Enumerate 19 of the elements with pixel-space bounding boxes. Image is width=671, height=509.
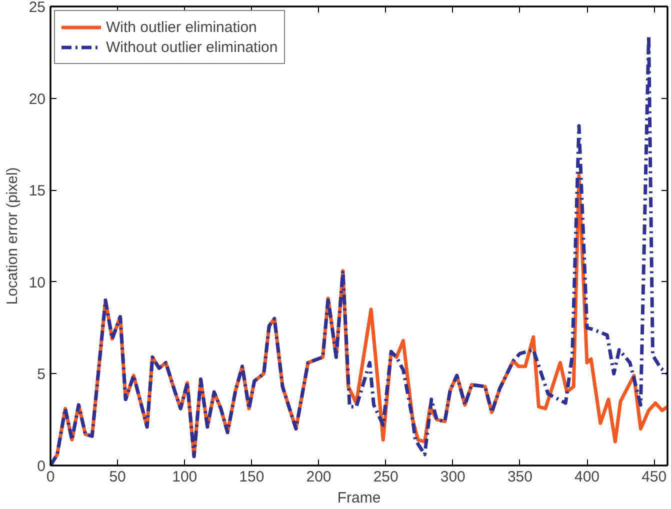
x-tick-label: 400: [574, 468, 600, 486]
x-tick-label: 350: [507, 468, 532, 486]
x-tick-label: 300: [440, 468, 466, 486]
x-tick-label: 100: [172, 468, 198, 486]
y-tick-label: 5: [37, 366, 46, 384]
y-tick-label: 25: [28, 0, 46, 16]
y-tick-label: 0: [37, 458, 46, 475]
x-tick-label: 200: [306, 468, 332, 486]
legend-label: With outlier elimination: [106, 18, 257, 36]
y-tick-label: 15: [28, 182, 46, 200]
x-axis-title: Frame: [337, 490, 381, 506]
y-tick-label: 10: [28, 274, 46, 292]
x-tick-label: 150: [239, 468, 264, 486]
y-tick-label: 20: [28, 90, 46, 108]
y-axis-title: Location error (pixel): [4, 167, 21, 305]
x-tick-label: 50: [109, 468, 126, 486]
legend-label: Without outlier elimination: [106, 38, 278, 56]
x-tick-label: 250: [373, 468, 398, 486]
x-tick-label: 450: [642, 468, 667, 486]
